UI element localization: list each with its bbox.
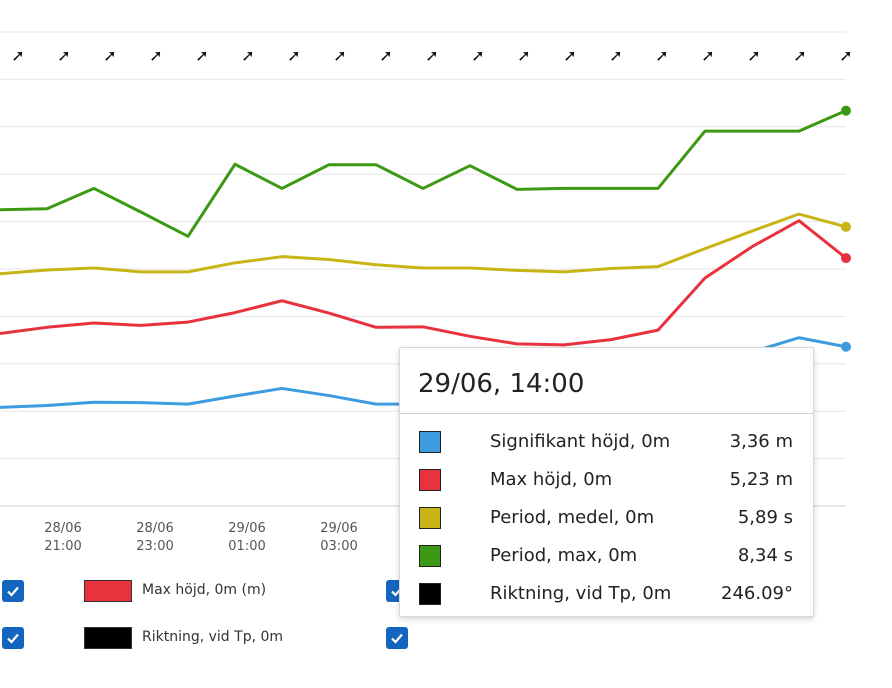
x-tick-label: 29/06 01:00	[228, 521, 265, 554]
x-tick-time: 03:00	[320, 539, 357, 554]
direction-arrow-icon: ➚	[149, 46, 162, 65]
tooltip-swatch	[419, 431, 441, 453]
tooltip-series-value: 8,34 s	[737, 545, 793, 566]
tooltip-series-value: 5,23 m	[729, 469, 793, 490]
tooltip-series-value: 246.09°	[721, 583, 793, 604]
tooltip-title: 29/06, 14:00	[400, 348, 813, 414]
series-line-1[interactable]	[0, 219, 847, 347]
tooltip-row: Period, medel, 0m 5,89 s	[400, 499, 813, 537]
tooltip-row: Max höjd, 0m 5,23 m	[400, 461, 813, 499]
tooltip-series-name: Period, medel, 0m	[490, 507, 655, 528]
direction-arrow-icon: ➚	[11, 46, 24, 65]
x-tick-time: 01:00	[228, 539, 265, 554]
tooltip-series-name: Signifikant höjd, 0m	[490, 431, 671, 452]
tooltip-swatch	[419, 507, 441, 529]
legend-label-max-hojd[interactable]: Max höjd, 0m (m)	[142, 582, 267, 598]
series-marker-3[interactable]	[841, 105, 851, 116]
direction-arrow-icon: ➚	[425, 46, 438, 65]
tooltip-row: Riktning, vid Tp, 0m 246.09°	[400, 575, 813, 613]
x-tick-date: 28/06	[136, 521, 173, 536]
x-tick-label: 28/06 23:00	[136, 521, 173, 554]
x-tick-time: 23:00	[136, 539, 173, 554]
x-tick-label: 29/06 03:00	[320, 521, 357, 554]
series-marker-2[interactable]	[841, 221, 851, 232]
direction-arrow-icon: ➚	[839, 46, 852, 65]
tooltip-swatch	[419, 545, 441, 567]
direction-arrow-row: ➚ ➚ ➚ ➚ ➚ ➚ ➚ ➚ ➚ ➚ ➚ ➚ ➚ ➚ ➚ ➚ ➚ ➚ ➚	[11, 46, 852, 65]
series-line-2[interactable]	[0, 212, 847, 276]
x-tick-label: 28/06 21:00	[44, 521, 81, 554]
direction-arrow-icon: ➚	[517, 46, 530, 65]
x-tick-date: 29/06	[228, 521, 265, 536]
tooltip-row: Signifikant höjd, 0m 3,36 m	[400, 423, 813, 461]
x-tick-date: 28/06	[44, 521, 81, 536]
tooltip-swatch	[419, 469, 441, 491]
tooltip-series-name: Riktning, vid Tp, 0m	[490, 583, 672, 604]
x-axis-ticks: 28/06 21:00 28/06 23:00 29/06 01:00 29/06 03:00	[44, 521, 357, 554]
direction-arrow-icon: ➚	[655, 46, 668, 65]
tooltip-series-name: Period, max, 0m	[490, 545, 638, 566]
tooltip-row: Period, max, 0m 8,34 s	[400, 537, 813, 575]
legend-swatch-max-hojd	[84, 580, 132, 602]
direction-arrow-icon: ➚	[793, 46, 806, 65]
direction-arrow-icon: ➚	[609, 46, 622, 65]
direction-arrow-icon: ➚	[747, 46, 760, 65]
direction-arrow-icon: ➚	[103, 46, 116, 65]
x-tick-time: 21:00	[44, 539, 81, 554]
direction-arrow-icon: ➚	[287, 46, 300, 65]
legend-label-riktning[interactable]: Riktning, vid Tp, 0m	[142, 629, 284, 645]
chart-tooltip: 29/06, 14:00 Signifikant höjd, 0m 3,36 m…	[399, 347, 814, 617]
tooltip-swatch	[419, 583, 441, 605]
legend-swatch-riktning	[84, 627, 132, 649]
tooltip-series-name: Max höjd, 0m	[490, 469, 613, 490]
tooltip-series-value: 5,89 s	[737, 507, 793, 528]
series-marker-1[interactable]	[841, 253, 851, 264]
direction-arrow-icon: ➚	[471, 46, 484, 65]
direction-arrow-icon: ➚	[333, 46, 346, 65]
legend-checkbox-hidden-series-4[interactable]	[386, 627, 408, 649]
legend-checkbox-hidden-series-1[interactable]	[2, 580, 24, 602]
tooltip-series-value: 3,36 m	[729, 431, 793, 452]
x-tick-date: 29/06	[320, 521, 357, 536]
direction-arrow-icon: ➚	[241, 46, 254, 65]
direction-arrow-icon: ➚	[563, 46, 576, 65]
series-line-3[interactable]	[0, 109, 847, 238]
direction-arrow-icon: ➚	[57, 46, 70, 65]
direction-arrow-icon: ➚	[379, 46, 392, 65]
direction-arrow-icon: ➚	[701, 46, 714, 65]
direction-arrow-icon: ➚	[195, 46, 208, 65]
legend-checkbox-hidden-series-3[interactable]	[2, 627, 24, 649]
series-marker-0[interactable]	[841, 341, 851, 352]
